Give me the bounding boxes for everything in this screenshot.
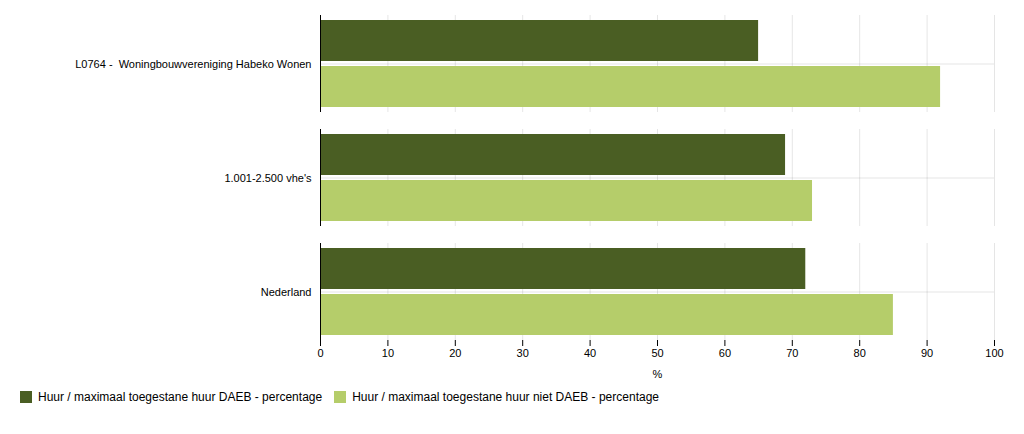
html-text:Huur / maximaal toegestane huu: Huur / maximaal toegestane huur DAEB - p… [38, 389, 323, 404]
svg-text:80: 80 [854, 347, 866, 359]
svg-text:50: 50 [651, 347, 663, 359]
svg-text:70: 70 [786, 347, 798, 359]
html-text:Huur / maximaal toegestane huu: Huur / maximaal toegestane huur niet DAE… [352, 389, 659, 404]
svg-text:90: 90 [921, 347, 933, 359]
svg-text:30: 30 [517, 347, 529, 359]
svg-text:L0764 - Woningbouwvereniging: L0764 - Woningbouwvereniging Habeko Wone… [75, 58, 311, 70]
svg-text:Nederland: Nederland [261, 286, 312, 298]
svg-text:20: 20 [449, 347, 461, 359]
svg-text:100: 100 [985, 347, 1003, 359]
svg-text:60: 60 [719, 347, 731, 359]
svg-text:%: % [653, 368, 663, 380]
svg-text:40: 40 [584, 347, 596, 359]
svg-text:0: 0 [317, 347, 323, 359]
svg-text:1.001-2.500 vhe's: 1.001-2.500 vhe's [224, 172, 312, 184]
svg-text:10: 10 [382, 347, 394, 359]
